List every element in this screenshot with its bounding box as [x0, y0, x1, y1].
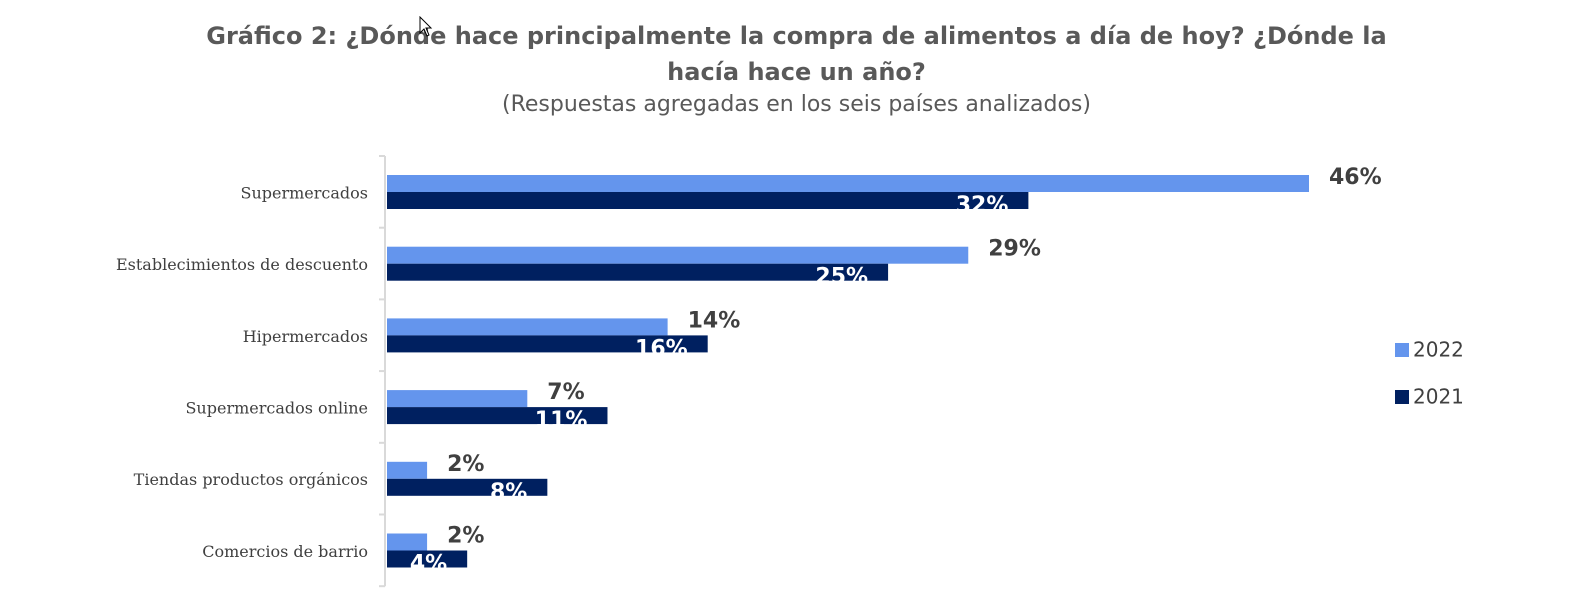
category-label: Comercios de barrio [202, 542, 368, 561]
data-label-2021: 25% [815, 265, 868, 290]
bar-2022 [387, 175, 1309, 192]
data-label-2022: 2% [447, 452, 484, 477]
bar-2021 [387, 335, 708, 353]
mouse-cursor-icon [419, 16, 433, 37]
category-label: Supermercados [241, 183, 369, 202]
data-label-2021: 8% [490, 480, 527, 505]
data-label-2021: 4% [410, 552, 447, 577]
data-label-2021: 32% [956, 193, 1009, 218]
bar-2022 [387, 390, 528, 408]
data-label-2022: 14% [688, 308, 741, 333]
bar-2022 [387, 246, 969, 264]
data-label-2021: 16% [635, 336, 688, 361]
bar-2022 [387, 533, 428, 551]
bar-2021 [387, 478, 548, 496]
data-label-2022: 2% [447, 524, 484, 549]
legend-label-2021: 2021 [1413, 385, 1464, 409]
bar-2021 [387, 407, 608, 425]
chart-title: Gráfico 2: ¿Dónde hace principalmente la… [206, 22, 1387, 86]
bar-2022 [387, 318, 668, 336]
category-label: Hipermercados [243, 327, 368, 346]
data-label-2021: 11% [535, 408, 588, 433]
legend-swatch-2022 [1395, 343, 1409, 357]
bar-2021 [387, 263, 889, 281]
bar-2022 [387, 461, 428, 479]
chart-subtitle: (Respuestas agregadas en los seis países… [502, 92, 1091, 117]
category-label: Tiendas productos orgánicos [134, 470, 368, 489]
data-label-2022: 46% [1329, 165, 1382, 190]
data-label-2022: 7% [547, 380, 584, 405]
bar-2021 [387, 192, 1029, 209]
category-label: Establecimientos de descuento [116, 255, 368, 274]
data-label-2022: 29% [988, 237, 1041, 262]
legend-swatch-2021 [1395, 390, 1409, 404]
category-label: Supermercados online [185, 398, 368, 417]
bar-2021 [387, 550, 468, 568]
legend-label-2022: 2022 [1413, 338, 1464, 362]
